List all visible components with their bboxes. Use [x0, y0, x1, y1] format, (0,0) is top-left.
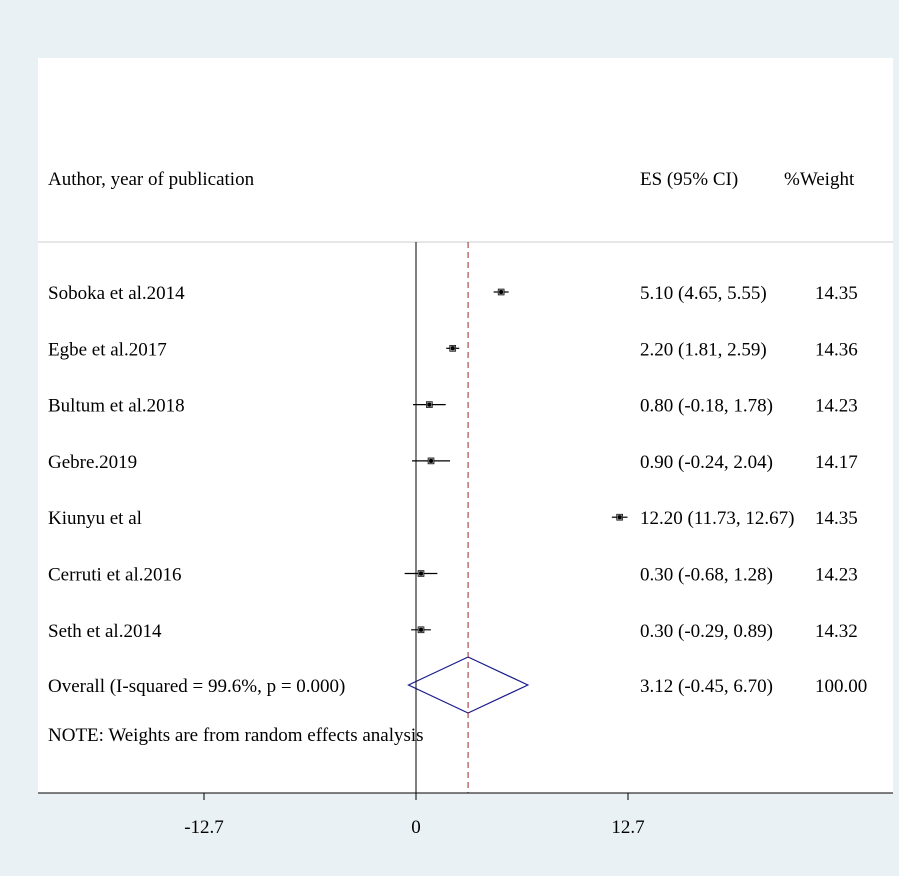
- point-estimate: [419, 627, 424, 632]
- study-label: Egbe et al.2017: [48, 339, 167, 360]
- study-label: Gebre.2019: [48, 452, 137, 473]
- header-weight: %Weight: [784, 169, 855, 190]
- es-ci-text: 12.20 (11.73, 12.67): [640, 508, 794, 529]
- point-estimate: [419, 571, 424, 576]
- study-label: Kiunyu et al: [48, 508, 142, 529]
- weight-text: 14.35: [815, 508, 858, 529]
- es-ci-text: 0.30 (-0.68, 1.28): [640, 565, 773, 586]
- study-label: Soboka et al.2014: [48, 283, 185, 304]
- plot-panel: [38, 58, 893, 793]
- es-ci-text: 5.10 (4.65, 5.55): [640, 283, 767, 304]
- study-label: Cerruti et al.2016: [48, 565, 182, 586]
- header-study: Author, year of publication: [48, 169, 255, 190]
- weight-text: 14.35: [815, 283, 858, 304]
- weight-text: 14.23: [815, 565, 858, 586]
- point-estimate: [499, 290, 504, 294]
- es-ci-text: 0.80 (-0.18, 1.78): [640, 396, 773, 417]
- point-estimate: [427, 402, 432, 407]
- point-estimate: [429, 458, 434, 463]
- x-tick-label: -12.7: [184, 817, 224, 838]
- overall-es-text: 3.12 (-0.45, 6.70): [640, 676, 773, 697]
- weight-text: 14.23: [815, 396, 858, 417]
- header-es: ES (95% CI): [640, 169, 738, 190]
- weight-text: 14.36: [815, 339, 858, 360]
- es-ci-text: 2.20 (1.81, 2.59): [640, 339, 767, 360]
- overall-label: Overall (I-squared = 99.6%, p = 0.000): [48, 676, 345, 697]
- x-tick-label: 12.7: [611, 817, 644, 838]
- x-tick-label: 0: [411, 817, 421, 838]
- point-estimate: [617, 515, 622, 520]
- point-estimate: [450, 346, 455, 351]
- weight-text: 14.32: [815, 621, 858, 642]
- weight-text: 14.17: [815, 452, 858, 473]
- es-ci-text: 0.90 (-0.24, 2.04): [640, 452, 773, 473]
- overall-diamond: [407, 656, 530, 714]
- study-label: Bultum et al.2018: [48, 396, 185, 417]
- study-label: Seth et al.2014: [48, 621, 162, 642]
- overall-weight-text: 100.00: [815, 676, 867, 697]
- note-text: NOTE: Weights are from random effects an…: [48, 725, 424, 746]
- es-ci-text: 0.30 (-0.29, 0.89): [640, 621, 773, 642]
